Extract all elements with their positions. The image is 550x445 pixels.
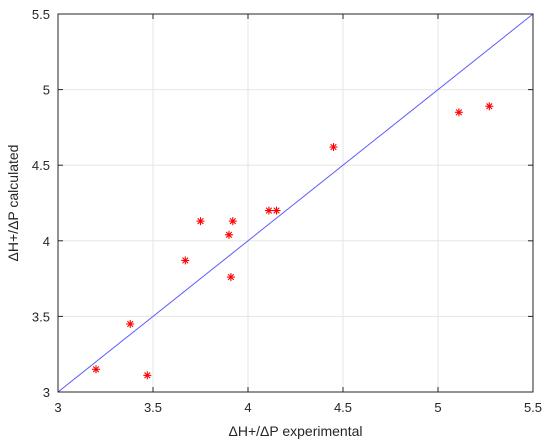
y-tick-label: 5.5 [32, 7, 50, 22]
grid [57, 13, 534, 393]
data-points [92, 102, 494, 380]
data-point [485, 102, 494, 111]
data-point [264, 206, 273, 215]
data-point [181, 256, 190, 265]
x-tick-label: 3 [54, 400, 61, 415]
data-point [228, 217, 237, 226]
y-tick-label: 4.5 [32, 158, 50, 173]
y-tick-label: 3 [43, 385, 50, 400]
reference-line [57, 13, 534, 393]
data-point [329, 143, 338, 152]
x-axis-label: ΔH+/ΔP experimental [228, 423, 362, 439]
data-point [272, 206, 281, 215]
y-axis-label: ΔH+/ΔP calculated [5, 145, 21, 262]
data-point [92, 365, 100, 374]
data-point [196, 217, 205, 226]
data-point [226, 273, 235, 282]
x-tick-label: 5 [434, 400, 441, 415]
data-point [126, 319, 135, 328]
data-point [454, 108, 463, 117]
x-tick-label: 5.5 [524, 400, 542, 415]
y-tick-label: 3.5 [32, 309, 50, 324]
x-axis-ticks: 3 3.5 4 4.5 5 5.5 [54, 14, 542, 415]
y-axis-ticks: 3 3.5 4 4.5 5 5.5 [32, 7, 533, 400]
x-tick-label: 4.5 [334, 400, 352, 415]
data-point [225, 230, 233, 239]
y-tick-label: 5 [43, 83, 50, 98]
y-tick-label: 4 [43, 234, 50, 249]
data-point [143, 371, 152, 380]
x-tick-label: 3.5 [144, 400, 162, 415]
plot-frame [57, 13, 534, 393]
reference-line-group [57, 13, 534, 393]
x-tick-label: 4 [244, 400, 251, 415]
